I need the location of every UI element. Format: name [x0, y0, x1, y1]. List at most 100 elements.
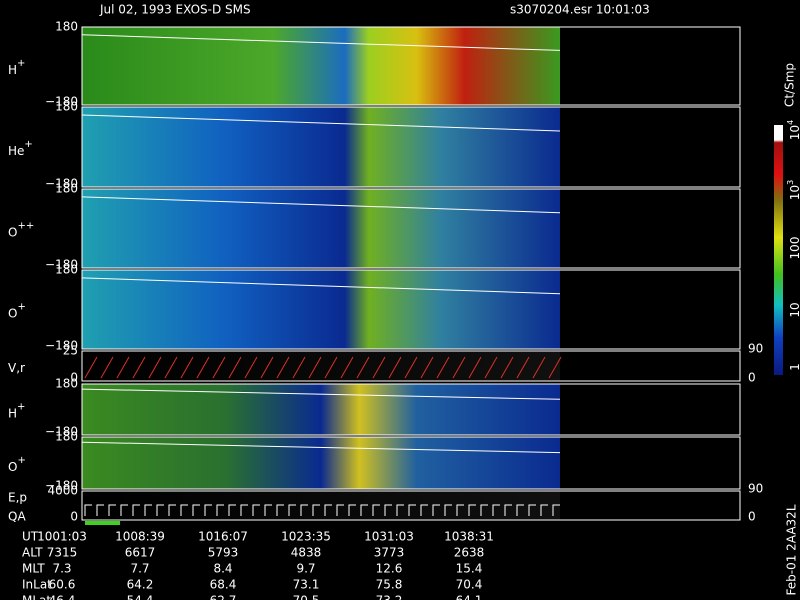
- trace: [516, 356, 530, 379]
- row-value: 9.7: [296, 562, 315, 576]
- trace: [528, 504, 536, 516]
- label-sup: +: [17, 302, 25, 313]
- tick-base: 100: [788, 237, 800, 260]
- colorbar-unit: Ct/Smp: [783, 63, 797, 107]
- panel-label: V,r: [8, 361, 25, 375]
- label-text: V,r: [8, 361, 25, 375]
- trace: [180, 356, 194, 379]
- label-text: O: [8, 460, 17, 474]
- panel-label: H+: [8, 58, 25, 77]
- trace: [552, 504, 560, 516]
- panel-label: He+: [8, 139, 33, 158]
- y-tick-label: 180: [55, 430, 78, 444]
- trace: [516, 504, 524, 516]
- row-value: 4838: [291, 546, 322, 560]
- spectrogram: [82, 270, 560, 349]
- row-value: 7.3: [52, 562, 71, 576]
- row-value: 15.4: [456, 562, 483, 576]
- row-value: 1008:39: [115, 530, 165, 544]
- row-value: 75.8: [376, 578, 403, 592]
- trace: [360, 504, 368, 516]
- row-label: ALT: [22, 546, 43, 560]
- row-value: 1016:07: [198, 530, 248, 544]
- trace: [81, 388, 561, 400]
- row-label: MLT: [22, 562, 45, 576]
- spectrogram: [82, 437, 560, 489]
- qa-bar: [85, 521, 120, 525]
- trace: [244, 356, 258, 379]
- row-value: 3773: [374, 546, 405, 560]
- panel-frame: [81, 26, 741, 106]
- colorbar-tick: 1: [788, 363, 800, 371]
- row-value: 7.7: [130, 562, 149, 576]
- row-value: 64.2: [127, 578, 154, 592]
- label-sup: ++: [17, 221, 34, 232]
- trace: [372, 504, 380, 516]
- trace: [100, 356, 114, 379]
- row-value: 1001:03: [37, 530, 87, 544]
- trace: [404, 356, 418, 379]
- trace: [212, 356, 226, 379]
- tick-exp: 4: [786, 120, 795, 125]
- trace: [96, 504, 104, 516]
- trace: [468, 504, 476, 516]
- y2-tick-label: 0: [748, 510, 756, 524]
- stamp: Feb-01 2AA32L: [785, 504, 799, 595]
- trace: [456, 504, 464, 516]
- trace: [480, 504, 488, 516]
- trace: [116, 356, 130, 379]
- y-tick-label: 180: [55, 182, 78, 196]
- trace: [336, 504, 344, 516]
- label-sup: +: [17, 402, 25, 413]
- row-value: 64.1: [456, 594, 483, 600]
- trace: [132, 504, 140, 516]
- row-value: 70.4: [456, 578, 483, 592]
- panel-label: O+: [8, 455, 26, 474]
- row-value: 7315: [47, 546, 78, 560]
- trace: [500, 356, 514, 379]
- spectrogram: [82, 27, 560, 105]
- y-tick-label: 180: [55, 263, 78, 277]
- trace: [81, 114, 561, 132]
- y-tick-label: 4000: [47, 484, 78, 498]
- trace: [192, 504, 200, 516]
- trace: [144, 504, 152, 516]
- file-name: s3070204.esr 10:01:03: [510, 3, 650, 17]
- trace: [532, 356, 546, 379]
- trace: [292, 356, 306, 379]
- trace: [444, 504, 452, 516]
- row-value: 73.1: [293, 578, 320, 592]
- colorbar-tick: 10: [788, 302, 800, 317]
- trace: [84, 356, 98, 379]
- spectrogram: [82, 189, 560, 268]
- spectrogram: [82, 351, 560, 381]
- panel-frame: [81, 350, 741, 382]
- trace: [132, 356, 146, 379]
- row-value: 73.2: [376, 594, 403, 600]
- trace: [276, 504, 284, 516]
- trace: [384, 504, 392, 516]
- y2-tick-label: 0: [748, 371, 756, 385]
- colorbar-tick: 100: [788, 237, 800, 260]
- row-label: UT: [22, 530, 39, 544]
- trace: [108, 504, 116, 516]
- label-sup: +: [17, 58, 25, 69]
- trace: [156, 504, 164, 516]
- label-sup: +: [24, 139, 32, 150]
- y-tick-label: −180: [45, 425, 78, 439]
- trace: [300, 504, 308, 516]
- panel-frame: [81, 436, 741, 490]
- tick-base: 10: [788, 302, 800, 317]
- y-tick-label: 25: [63, 344, 78, 358]
- panel-label: O+: [8, 302, 26, 321]
- row-value: 68.4: [210, 578, 237, 592]
- tick-base: 1: [788, 363, 800, 371]
- trace: [276, 356, 290, 379]
- row-value: 62.7: [210, 594, 237, 600]
- trace: [348, 504, 356, 516]
- trace: [84, 504, 92, 516]
- y-tick-label: 180: [55, 377, 78, 391]
- panel-frame: [81, 383, 741, 436]
- y-tick-label: 180: [55, 100, 78, 114]
